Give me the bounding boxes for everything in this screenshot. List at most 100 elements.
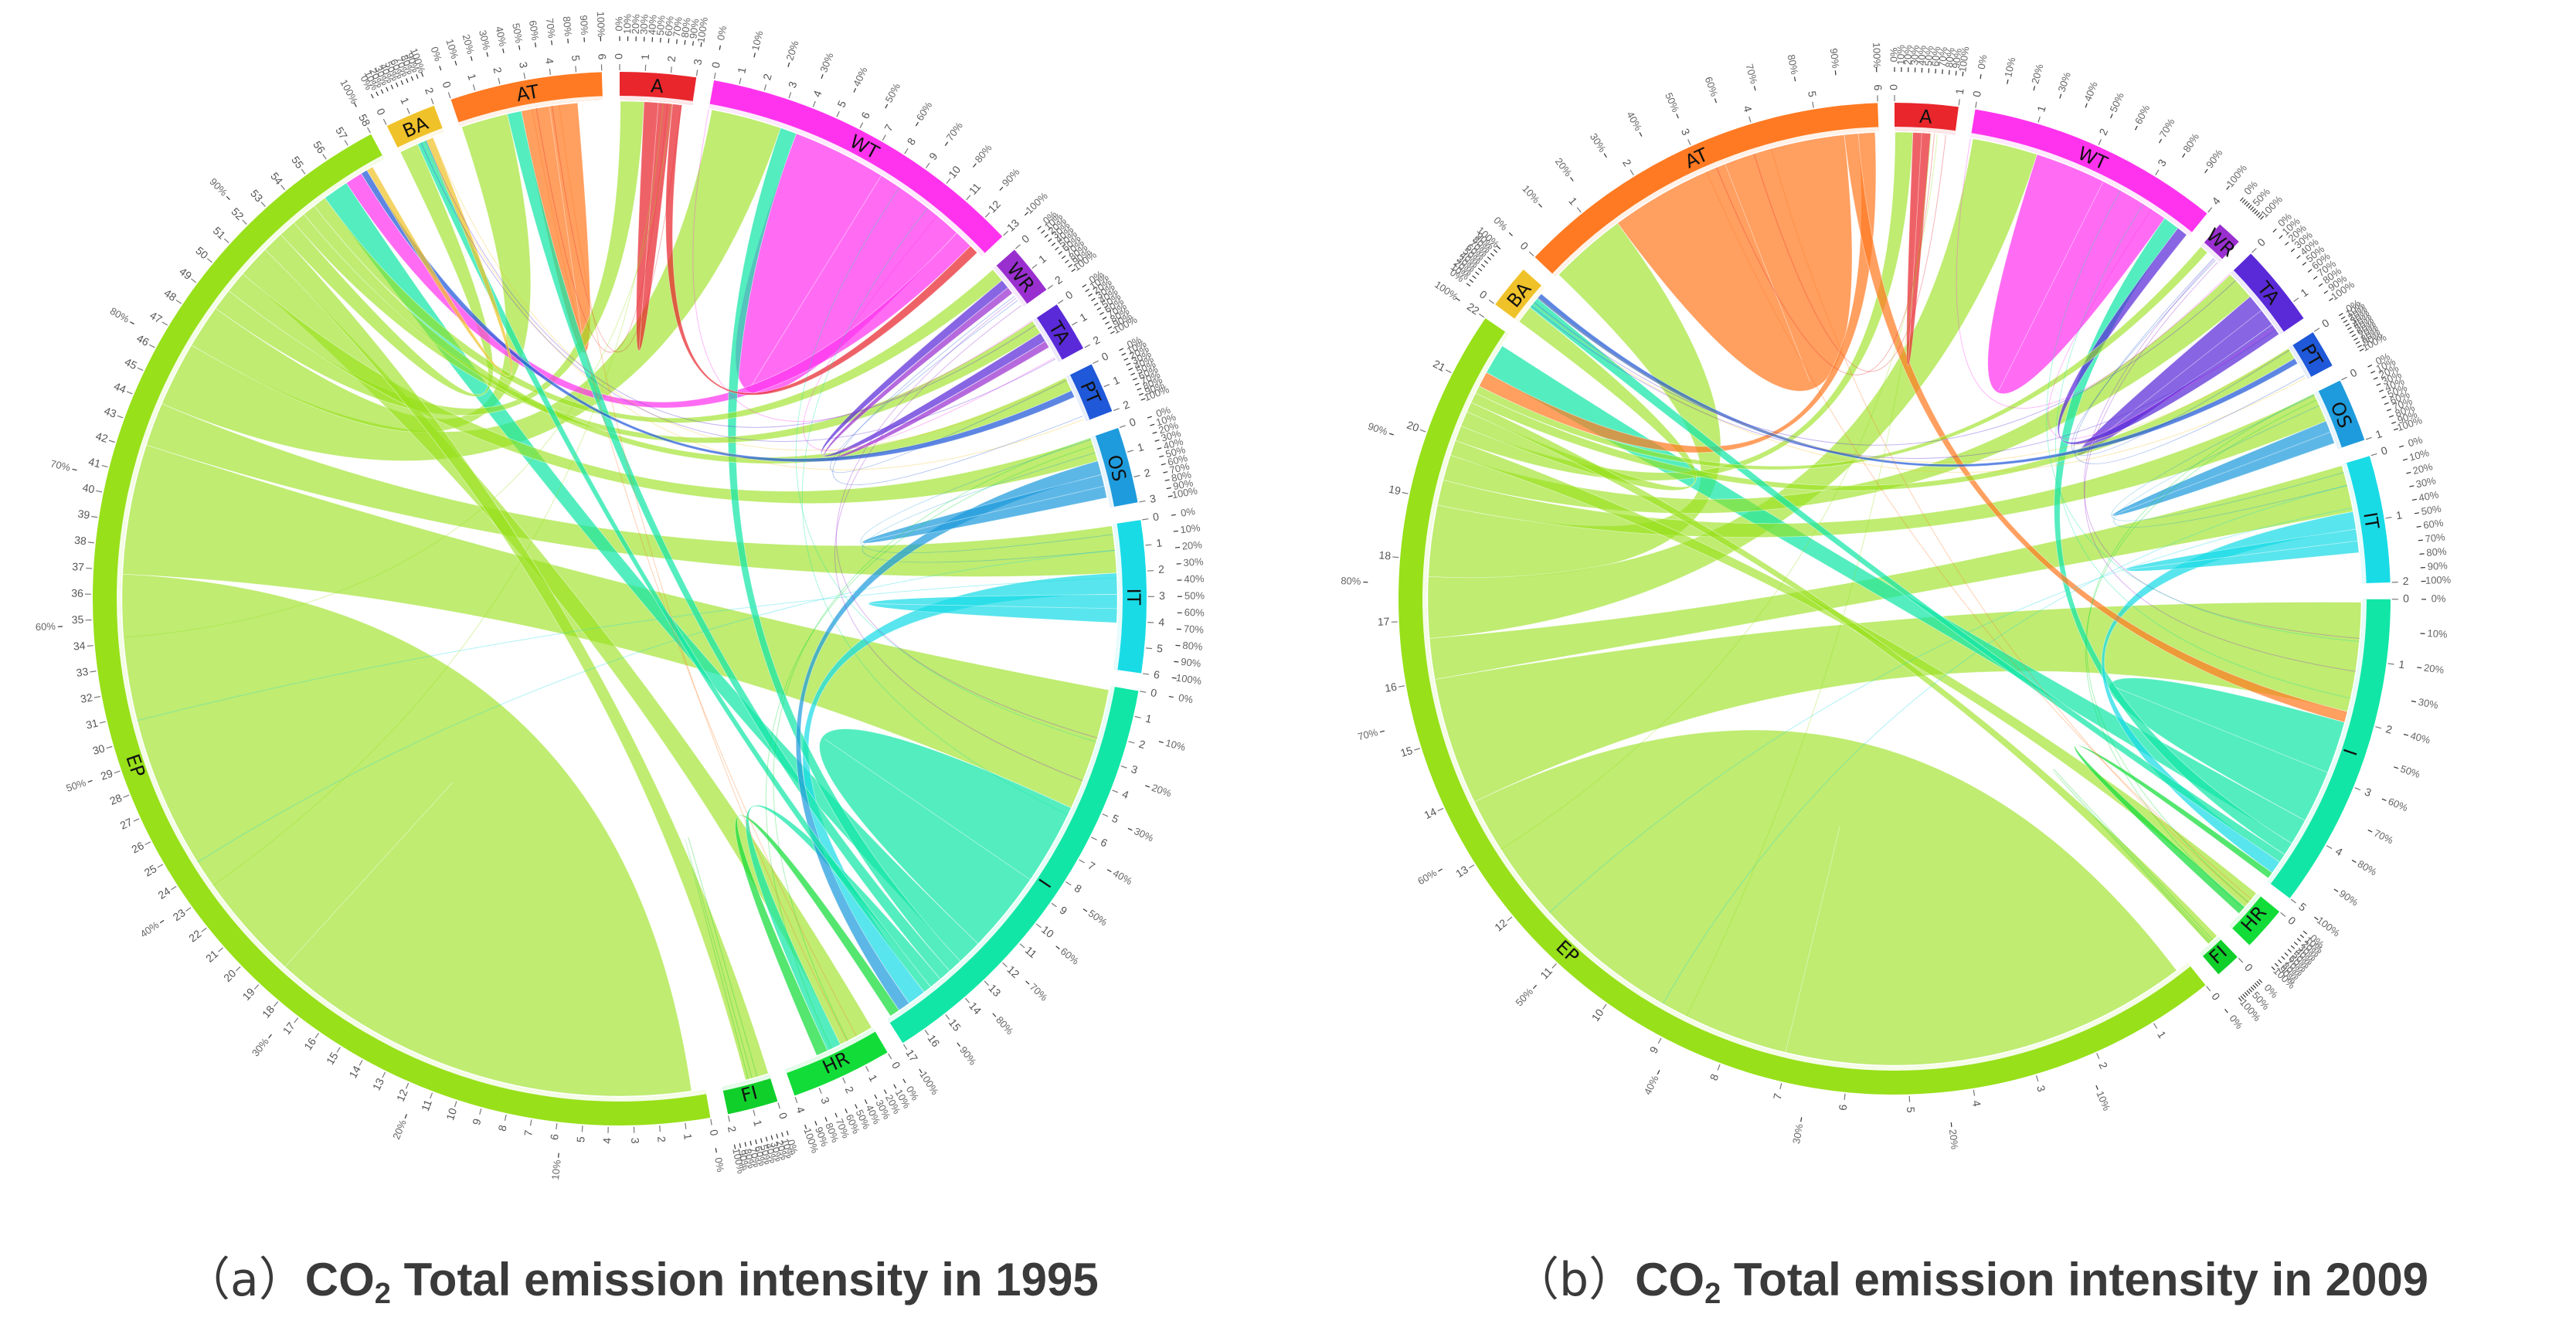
y1995-tick-label: 1	[735, 66, 748, 74]
y2009-segment-a	[1895, 103, 1959, 135]
y2009-percent-tick	[2258, 979, 2263, 983]
y1995-percent-tick	[502, 48, 505, 53]
y2009-percent-label: 80%	[1786, 53, 1801, 76]
y2009-tick-label: 0	[2242, 961, 2255, 974]
y1995-tick-mark	[865, 1066, 869, 1072]
y2009-percent-tick	[2279, 235, 2283, 239]
y1995-tick-label: 4	[600, 1138, 613, 1144]
y2009-percent-label: 80%	[2180, 131, 2201, 154]
y2009-percent-label: 60%	[2133, 103, 2152, 126]
y1995-ribbon-it-it	[868, 594, 1118, 623]
y1995-tick-label: 5	[574, 1136, 587, 1143]
y1995-tick-label: 8	[905, 135, 919, 147]
y1995-percent-tick	[353, 102, 357, 107]
y2009-tick-label: 1	[2298, 286, 2310, 300]
y1995-percent-tick	[1161, 463, 1166, 466]
y2009-percent-tick	[1508, 232, 1513, 236]
y2009-tick-mark	[1687, 139, 1691, 145]
y2009-tick-label: 0	[1888, 84, 1900, 90]
y1995-tick-mark	[965, 997, 970, 1003]
y1995-percent-tick	[1140, 398, 1146, 401]
y2009-ribbon-ep-fi	[1466, 402, 2217, 945]
y2009-tick-label: 1	[2395, 508, 2403, 521]
y2009-ribbon-os-os	[2112, 420, 2335, 516]
y1995-tick-label: 1	[1078, 311, 1089, 324]
caption-2009-subscript: 2	[1704, 1278, 1721, 1310]
y1995-tick-label: 15	[324, 1050, 341, 1067]
y1995-tick-label: 23	[171, 906, 188, 923]
y1995-percent-label: 100%	[1171, 484, 1199, 501]
y1995-segment-hr	[785, 1028, 888, 1096]
y1995-ribbon-ep-fi	[264, 233, 769, 1081]
y1995-percent-tick	[834, 1112, 838, 1118]
y2009-tick-label: 8	[1708, 1072, 1721, 1082]
y1995-percent-label: 60%	[662, 15, 675, 37]
y1995-percent-tick	[1048, 238, 1052, 243]
y2009-ticks-a: 01	[1888, 84, 1966, 106]
y1995-tick-label: 9	[926, 150, 940, 162]
y1995-percent-tick	[1055, 945, 1060, 950]
y2009-segment-inner-edge	[1895, 127, 1956, 135]
y2009-tick-mark	[2375, 726, 2382, 729]
y1995-tick-label: 2	[1137, 738, 1147, 752]
y2009-tick-label: 1	[2398, 658, 2406, 671]
y1995-tick-label: 44	[112, 379, 128, 396]
y2009-percent-scale-hr: 0%10%20%30%40%50%60%70%80%90%100%	[2271, 930, 2326, 991]
y1995-fine-link	[212, 103, 664, 886]
y1995-percent-tick	[999, 186, 1004, 191]
y1995-percent-label: 50%	[510, 22, 525, 45]
y2009-percent-label: 100%	[1956, 46, 1971, 73]
y1995-percent-tick	[1037, 226, 1042, 230]
y2009-percent-tick	[2357, 345, 2363, 348]
y2009-percent-tick	[2271, 966, 2275, 971]
y1995-fine-link	[423, 141, 1084, 470]
y1995-percent-tick	[1051, 242, 1056, 246]
y2009-percent-label: 0%	[2407, 433, 2425, 449]
caption-1995-subscript: 2	[374, 1278, 391, 1310]
y2009-tick-label: 19	[1388, 483, 1402, 497]
y1995-percent-label: 30%	[817, 51, 836, 74]
y2009-percent-tick	[2254, 983, 2258, 987]
y2009-percent-tick	[2403, 733, 2408, 736]
y1995-percent-tick	[700, 42, 702, 47]
y1995-tick-mark	[710, 1119, 712, 1125]
y1995-percent-tick	[776, 1133, 779, 1139]
y2009-fine-link	[2085, 399, 2317, 909]
y2009-percent-tick	[2381, 798, 2387, 801]
y2009-tick-label: 0	[1970, 90, 1983, 98]
y1995-segment-label-at: AT	[515, 80, 541, 106]
y1995-percent-tick	[770, 1135, 773, 1140]
y1995-segment-inner-edge	[458, 96, 603, 127]
y2009-percent-tick	[2302, 262, 2307, 266]
y2009-percent-tick	[2059, 93, 2062, 99]
y2009-percent-tick	[1477, 267, 1483, 272]
y1995-tick-label: 58	[356, 112, 373, 128]
y1995-ribbon-wt-ep	[345, 173, 971, 409]
y1995-fine-links	[123, 103, 1117, 1080]
y1995-tick-label: 3	[629, 1138, 641, 1144]
y2009-percent-label: 10%	[2002, 56, 2017, 78]
y1995-percent-label: 20%	[773, 1139, 790, 1162]
y1995-percent-label: 40%	[763, 1142, 780, 1164]
y2009-percent-label: 10%	[1520, 183, 1542, 206]
y1995-percent-tick	[821, 74, 824, 80]
y2009-percent-tick	[2318, 283, 2323, 287]
chord-chart-2009: A010%10%20%30%40%50%60%70%80%90%100%WT01…	[1341, 42, 2452, 1150]
y1995-tick-label: 11	[419, 1098, 434, 1112]
y1995-percent-label: 80%	[679, 17, 693, 39]
y2009-percent-tick	[2394, 766, 2399, 769]
y1995-tick-mark	[1134, 715, 1141, 718]
y2009-fine-link	[1716, 134, 1935, 375]
y1995-percent-tick	[845, 1108, 848, 1114]
y2009-tick-mark	[1507, 916, 1513, 922]
y1995-tick-label: 2	[665, 55, 678, 63]
y2009-fine-link	[1662, 484, 2348, 1004]
y2009-tick-label: 16	[1384, 680, 1398, 694]
y2009-percent-scale-it: 0%10%20%30%40%50%60%70%80%90% 100%	[2398, 433, 2452, 586]
y2009-percent-label: 70%	[1936, 46, 1949, 68]
y2009-percent-tick	[2351, 334, 2357, 338]
y1995-ribbon-ta-wr	[821, 280, 1046, 457]
y2009-percent-tick	[2158, 138, 2163, 144]
y1995-tick-label: 2	[1158, 563, 1165, 575]
y1995-tick-mark	[902, 1044, 908, 1050]
